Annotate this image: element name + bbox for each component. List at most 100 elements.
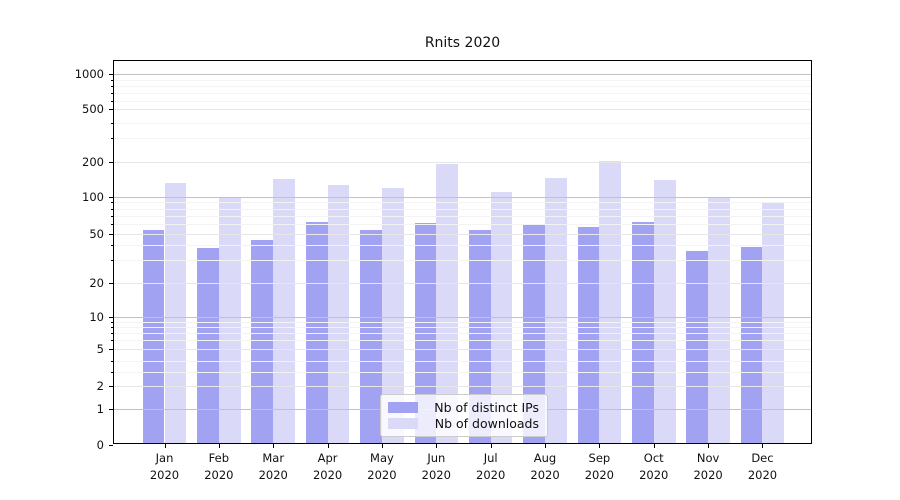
- chart-legend: Nb of distinct IPs Nb of downloads: [380, 394, 548, 437]
- x-tick-label: Jul 2020: [476, 451, 506, 482]
- gridline-minor: [114, 340, 811, 341]
- bar-distinct-ips-dec: [740, 246, 763, 443]
- x-axis-tick: [653, 444, 655, 448]
- x-tick-label: Nov 2020: [693, 451, 723, 482]
- y-axis-tick: [109, 445, 113, 446]
- legend-entry-downloads: Nb of downloads: [388, 416, 539, 432]
- gridline-minor: [114, 361, 811, 362]
- gridline: [114, 162, 811, 163]
- bar-distinct-ips-mar: [251, 240, 274, 443]
- y-axis-minor-tick: [111, 372, 113, 373]
- y-axis-minor-tick: [111, 202, 113, 203]
- y-axis-tick: [109, 234, 113, 235]
- x-axis-tick: [327, 444, 329, 448]
- legend-label-downloads: Nb of downloads: [434, 416, 539, 432]
- gridline-minor: [114, 224, 811, 225]
- gridline: [114, 109, 811, 110]
- bar-downloads-sep: [599, 161, 622, 443]
- legend-label-distinct-ips: Nb of distinct IPs: [434, 399, 539, 415]
- gridline-minor: [114, 101, 811, 102]
- x-axis-tick: [381, 444, 383, 448]
- legend-entry-distinct-ips: Nb of distinct IPs: [388, 399, 539, 415]
- x-tick-label: Jun 2020: [421, 451, 451, 482]
- y-axis-tick: [109, 386, 113, 387]
- y-axis-minor-tick: [111, 209, 113, 210]
- gridline: [114, 234, 811, 235]
- gridline-minor: [114, 209, 811, 210]
- y-axis-minor-tick: [111, 216, 113, 217]
- bar-distinct-ips-jan: [142, 230, 165, 443]
- legend-swatch-downloads-icon: [388, 418, 418, 430]
- gridline-minor: [114, 245, 811, 246]
- y-axis-minor-tick: [111, 80, 113, 81]
- x-tick-label: Dec 2020: [747, 451, 778, 482]
- y-tick-label: 50: [89, 227, 104, 241]
- bar-downloads-mar: [273, 178, 296, 443]
- bar-downloads-aug: [545, 177, 567, 443]
- x-tick-label: Aug 2020: [530, 451, 560, 482]
- x-tick-label: Mar 2020: [258, 451, 288, 482]
- bar-downloads-may: [381, 188, 404, 443]
- y-axis-minor-tick: [111, 245, 113, 246]
- y-axis-minor-tick: [111, 86, 113, 87]
- bar-downloads-oct: [653, 180, 676, 443]
- gridline-minor: [114, 333, 811, 334]
- y-tick-label: 0: [96, 438, 104, 452]
- x-tick-label: May 2020: [367, 451, 397, 482]
- bar-downloads-feb: [218, 196, 241, 443]
- y-axis-minor-tick: [111, 224, 113, 225]
- x-axis-tick: [708, 444, 710, 448]
- x-tick-label: Sep 2020: [584, 451, 615, 482]
- gridline-minor: [114, 322, 811, 323]
- y-axis-tick: [109, 74, 113, 75]
- y-tick-label: 2: [96, 379, 104, 393]
- y-tick-label: 1: [96, 402, 104, 416]
- gridline-minor: [114, 93, 811, 94]
- y-axis-minor-tick: [111, 333, 113, 334]
- gridline-major: [114, 317, 811, 318]
- x-axis-tick: [490, 444, 492, 448]
- x-tick-label: Apr 2020: [312, 451, 343, 482]
- y-axis-minor-tick: [111, 361, 113, 362]
- x-axis-tick: [545, 444, 547, 448]
- y-axis-minor-tick: [111, 138, 113, 139]
- gridline-minor: [114, 138, 811, 139]
- y-axis-tick: [109, 317, 113, 318]
- gridline-minor: [114, 202, 811, 203]
- x-tick-label: Oct 2020: [639, 451, 669, 482]
- x-axis-tick: [218, 444, 220, 448]
- gridline: [114, 349, 811, 350]
- gridline: [114, 386, 811, 387]
- bar-downloads-nov: [708, 196, 730, 443]
- y-tick-label: 5: [96, 342, 104, 356]
- bar-distinct-ips-jun: [414, 222, 437, 443]
- y-tick-label: 500: [82, 102, 104, 116]
- y-axis-minor-tick: [111, 93, 113, 94]
- x-axis-tick: [599, 444, 601, 448]
- x-axis-tick: [273, 444, 275, 448]
- y-tick-label: 200: [82, 155, 104, 169]
- x-axis-tick: [436, 444, 438, 448]
- bar-downloads-jan: [164, 183, 187, 443]
- y-axis-tick: [109, 349, 113, 350]
- y-axis-minor-tick: [111, 327, 113, 328]
- bar-distinct-ips-nov: [686, 251, 709, 443]
- plot-area: 0 1 2 5 10 20 50 100 200 500 1000 Jan 2020 Feb 2020 Mar…: [75, 60, 812, 482]
- x-tick-label: Feb 2020: [204, 451, 234, 482]
- x-tick-label: Jan 2020: [149, 451, 180, 482]
- y-axis-minor-tick: [111, 260, 113, 261]
- y-axis-tick: [109, 283, 113, 284]
- gridline-minor: [114, 327, 811, 328]
- y-tick-label: 100: [82, 190, 104, 204]
- y-tick-label: 10: [89, 310, 104, 324]
- chart-title: Rnits 2020: [424, 35, 501, 51]
- gridline-minor: [114, 86, 811, 87]
- gridline-major: [114, 197, 811, 198]
- y-tick-label: 20: [89, 276, 104, 290]
- y-axis-tick: [109, 109, 113, 110]
- gridline-major: [114, 74, 811, 75]
- bar-distinct-ips-apr: [305, 221, 328, 443]
- legend-swatch-distinct-ips-icon: [388, 401, 418, 413]
- y-axis-minor-tick: [111, 322, 113, 323]
